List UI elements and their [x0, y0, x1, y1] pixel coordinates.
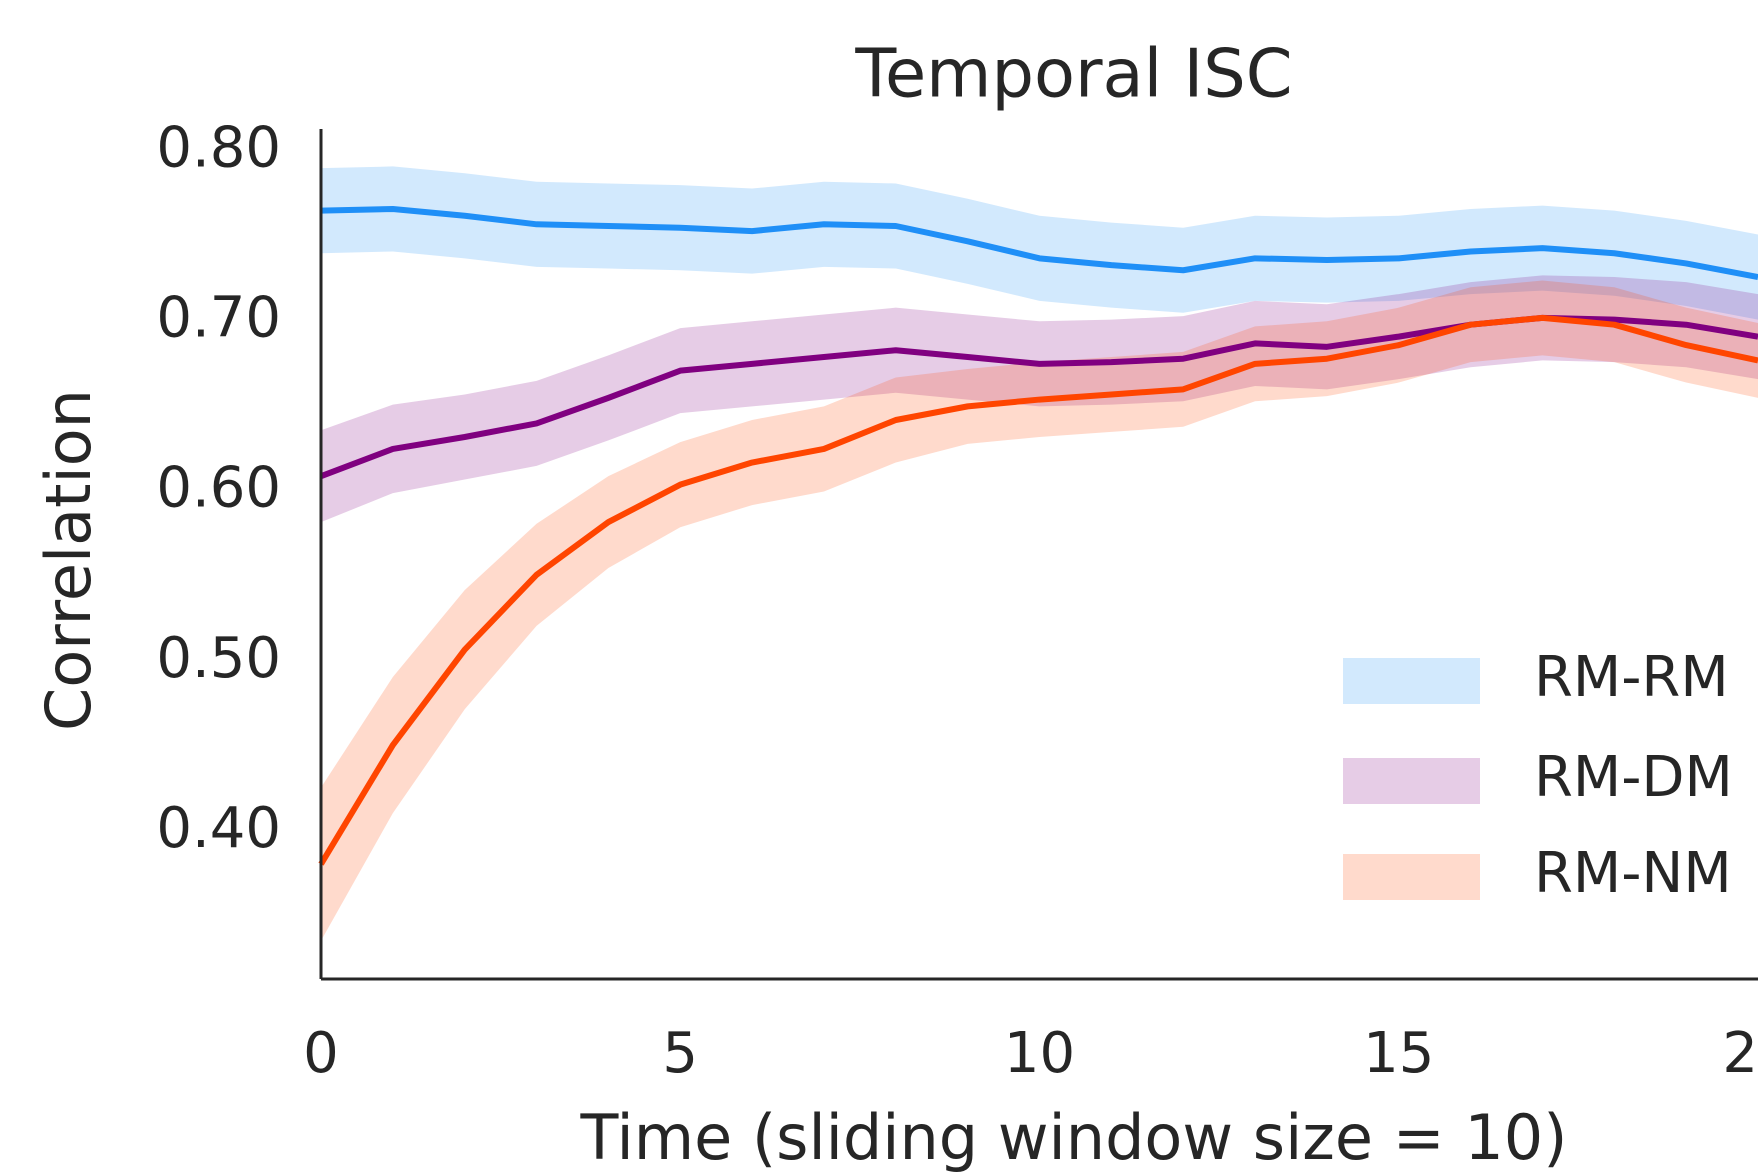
x-tick-label: 5 [662, 1021, 698, 1086]
x-tick-label: 0 [303, 1021, 339, 1086]
x-tick-label: 10 [1004, 1021, 1075, 1086]
error-band [321, 166, 1758, 320]
y-tick-label: 0.50 [156, 626, 281, 691]
legend-label: RM-RM [1534, 645, 1729, 710]
legend-swatch [1343, 658, 1480, 704]
line [318, 314, 1758, 866]
x-axis-label: Time (sliding window size = 10) [580, 1101, 1568, 1174]
y-tick-label: 0.60 [156, 456, 281, 521]
y-axis-label: Correlation [32, 389, 105, 731]
y-tick-label: 0.70 [156, 285, 281, 350]
x-tick-label: 20 [1722, 1021, 1758, 1086]
legend-swatch [1343, 758, 1480, 804]
line [320, 205, 1758, 280]
y-tick-label: 0.80 [156, 115, 281, 180]
chart-title: Temporal ISC [854, 35, 1292, 113]
legend-label: RM-DM [1534, 745, 1733, 810]
error-band [321, 280, 1758, 941]
legend-swatch [1343, 854, 1480, 900]
x-tick-label: 15 [1363, 1021, 1434, 1086]
y-tick-label: 0.40 [156, 796, 281, 861]
legend-label: RM-NM [1534, 841, 1732, 906]
